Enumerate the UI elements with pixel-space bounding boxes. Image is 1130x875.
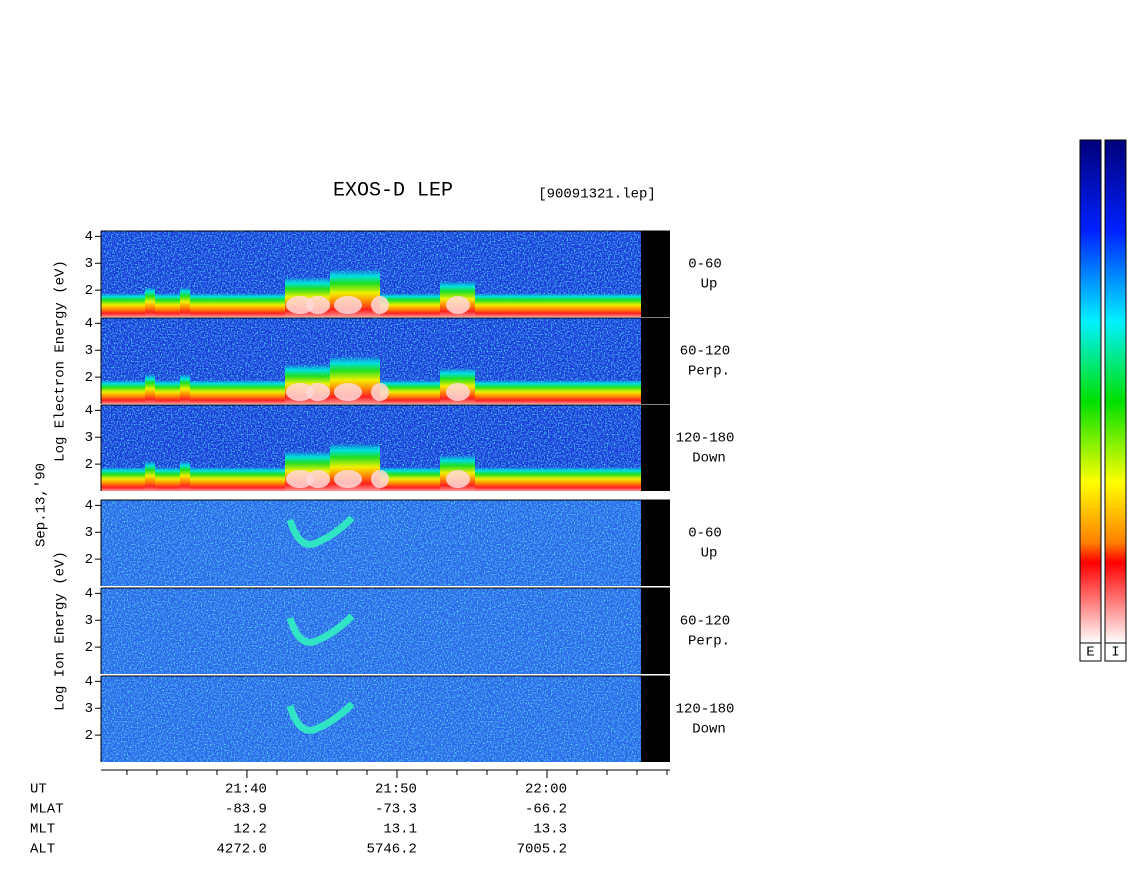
- file-label: [90091321.lep]: [538, 187, 656, 203]
- ephemeris-value: 13.1: [383, 822, 417, 838]
- burst: [180, 461, 190, 491]
- colorbar-e: [1079, 139, 1102, 644]
- blank-strip: [641, 588, 670, 674]
- burst-core: [446, 296, 470, 314]
- y-tick-label: 3: [85, 430, 93, 446]
- panel-direction: Up: [701, 546, 718, 562]
- burst-core: [446, 470, 470, 488]
- y-tick-label: 3: [85, 343, 93, 359]
- x-tick-label: 22:00: [525, 782, 567, 798]
- spectrogram-panel: [100, 230, 670, 317]
- panel-direction: Up: [701, 277, 718, 293]
- ephemeris-value: 13.3: [533, 822, 567, 838]
- burst: [180, 287, 190, 317]
- y-tick-label: 4: [85, 498, 93, 514]
- panel-angle: 120-180: [676, 431, 735, 447]
- burst-core: [334, 383, 362, 401]
- colorbar-box: [1104, 642, 1127, 662]
- burst-core: [334, 470, 362, 488]
- burst-core: [371, 470, 389, 488]
- burst-core: [306, 296, 330, 314]
- blank-strip: [641, 676, 670, 762]
- burst-core: [306, 383, 330, 401]
- y-tick-label: 2: [85, 640, 93, 656]
- ephemeris-value: -83.9: [225, 802, 267, 818]
- burst: [180, 374, 190, 404]
- noise-dark: [101, 500, 641, 586]
- ephemeris-value: 5746.2: [367, 842, 417, 858]
- blank-strip: [641, 405, 670, 491]
- colorbar-i: [1104, 139, 1127, 644]
- burst-core: [306, 470, 330, 488]
- ephemeris-label: UT: [30, 782, 47, 798]
- ion-arc: [286, 701, 355, 734]
- ephemeris-label: MLAT: [30, 802, 64, 818]
- ephemeris-label: MLT: [30, 822, 55, 838]
- panel-direction: Perp.: [688, 634, 730, 650]
- colorbar-label: E: [1086, 645, 1094, 661]
- spectrogram-panel: [100, 317, 670, 404]
- y-tick-label: 2: [85, 552, 93, 568]
- burst-core: [371, 296, 389, 314]
- y-tick-label: 2: [85, 457, 93, 473]
- blank-strip: [641, 231, 670, 317]
- ephemeris-value: 7005.2: [517, 842, 567, 858]
- panel-direction: Down: [692, 722, 726, 738]
- y-tick-label: 2: [85, 370, 93, 386]
- ion-arc: [286, 613, 355, 646]
- ephemeris-value: 4272.0: [217, 842, 267, 858]
- burst-core: [334, 296, 362, 314]
- y-tick-label: 3: [85, 525, 93, 541]
- spectrogram-panel: [100, 587, 670, 674]
- y-tick-label: 3: [85, 256, 93, 272]
- y-axis-label: Log Ion Energy (eV): [53, 551, 69, 711]
- y-tick-label: 2: [85, 283, 93, 299]
- y-tick-label: 4: [85, 586, 93, 602]
- y-axis-label: Log Electron Energy (eV): [53, 260, 69, 462]
- x-tick-label: 21:50: [375, 782, 417, 798]
- panel-angle: 120-180: [676, 702, 735, 718]
- spectrogram-panel: [100, 675, 670, 762]
- y-tick-label: 4: [85, 229, 93, 245]
- ephemeris-label: ALT: [30, 842, 55, 858]
- panel-angle: 0-60: [688, 526, 722, 542]
- noise-dark: [101, 676, 641, 762]
- chart-title: EXOS-D LEP: [333, 179, 453, 202]
- ephemeris-value: -66.2: [525, 802, 567, 818]
- spectrogram-panel: [100, 499, 670, 586]
- burst: [145, 287, 155, 317]
- spectrogram-panel: [100, 404, 670, 491]
- colorbar-box: [1079, 642, 1102, 662]
- ephemeris-value: -73.3: [375, 802, 417, 818]
- date-label: Sep.13,'90: [34, 463, 50, 547]
- y-tick-label: 4: [85, 674, 93, 690]
- panel-angle: 60-120: [680, 614, 730, 630]
- y-tick-label: 2: [85, 728, 93, 744]
- burst: [145, 374, 155, 404]
- burst-core: [286, 383, 314, 401]
- y-tick-label: 3: [85, 613, 93, 629]
- noise-dark: [101, 588, 641, 674]
- panel-angle: 60-120: [680, 344, 730, 360]
- y-tick-label: 4: [85, 403, 93, 419]
- burst-core: [446, 383, 470, 401]
- y-tick-label: 4: [85, 316, 93, 332]
- x-tick-label: 21:40: [225, 782, 267, 798]
- colorbar: E I: [1079, 139, 1127, 662]
- panel-direction: Down: [692, 451, 726, 467]
- panel-angle: 0-60: [688, 257, 722, 273]
- panel-direction: Perp.: [688, 364, 730, 380]
- ion-arc: [286, 515, 355, 548]
- ephemeris-value: 12.2: [233, 822, 267, 838]
- blank-strip: [641, 500, 670, 586]
- blank-strip: [641, 318, 670, 404]
- burst-core: [286, 470, 314, 488]
- burst-core: [371, 383, 389, 401]
- colorbar-label: I: [1111, 645, 1119, 661]
- y-tick-label: 3: [85, 701, 93, 717]
- burst-core: [286, 296, 314, 314]
- burst: [145, 461, 155, 491]
